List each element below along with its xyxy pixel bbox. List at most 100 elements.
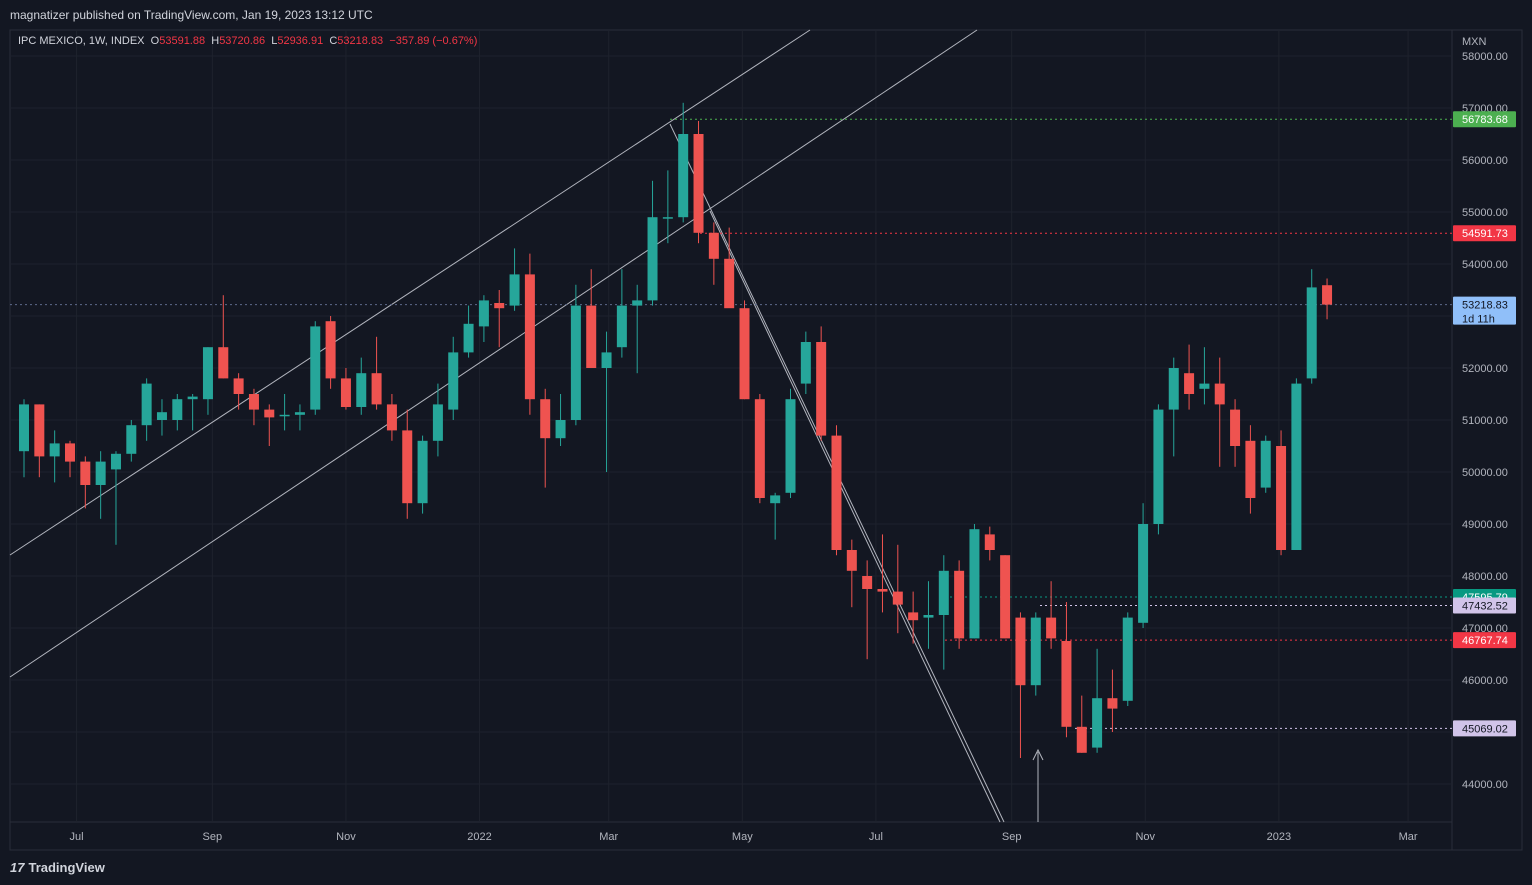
- time-axis[interactable]: Jul Sep Nov 2022 Mar May Jul Sep Nov 2023 Mar: [70, 831, 1418, 843]
- candle[interactable]: [969, 524, 980, 639]
- candle[interactable]: [1291, 378, 1302, 550]
- candle[interactable]: [156, 399, 167, 436]
- lower-channel-line[interactable]: [9, 29, 978, 678]
- candle[interactable]: [80, 456, 91, 509]
- candle[interactable]: [954, 560, 965, 649]
- candle[interactable]: [1122, 612, 1133, 706]
- candle-body: [1000, 555, 1011, 639]
- candle[interactable]: [816, 326, 827, 441]
- bar-countdown: 1d 11h: [1462, 314, 1495, 326]
- candle[interactable]: [647, 180, 658, 306]
- candle[interactable]: [1184, 344, 1195, 410]
- candle[interactable]: [1230, 399, 1241, 467]
- candle[interactable]: [310, 321, 321, 415]
- candle[interactable]: [95, 451, 106, 519]
- candle[interactable]: [1168, 357, 1179, 457]
- candle[interactable]: [1153, 404, 1164, 535]
- candle[interactable]: [754, 394, 765, 504]
- candle[interactable]: [524, 253, 535, 415]
- candle[interactable]: [632, 284, 643, 374]
- candle[interactable]: [141, 378, 152, 441]
- candle[interactable]: [386, 394, 397, 441]
- candle[interactable]: [356, 357, 367, 415]
- candle[interactable]: [831, 425, 842, 556]
- candle[interactable]: [218, 295, 229, 379]
- candle[interactable]: [1015, 612, 1026, 758]
- candle[interactable]: [463, 305, 474, 358]
- upper-channel-line[interactable]: [9, 29, 811, 556]
- candle[interactable]: [708, 222, 719, 285]
- candle[interactable]: [248, 388, 259, 426]
- candle[interactable]: [586, 269, 597, 368]
- candle[interactable]: [570, 284, 581, 426]
- downtrend-line-b[interactable]: [709, 210, 1001, 823]
- candle[interactable]: [34, 404, 45, 478]
- candle-body: [1276, 446, 1287, 550]
- tradingview-logo[interactable]: 17 TradingView: [10, 860, 105, 875]
- candle[interactable]: [846, 539, 857, 608]
- candle[interactable]: [800, 331, 811, 394]
- candle[interactable]: [19, 399, 29, 478]
- candle[interactable]: [1199, 347, 1210, 405]
- candle[interactable]: [693, 121, 704, 244]
- candle[interactable]: [1214, 357, 1225, 467]
- candle[interactable]: [1138, 503, 1149, 628]
- candle[interactable]: [540, 388, 551, 488]
- price-label-text: 54591.73: [1462, 228, 1508, 240]
- candle[interactable]: [1092, 648, 1103, 753]
- candle[interactable]: [785, 388, 796, 498]
- candle[interactable]: [202, 347, 213, 415]
- candle[interactable]: [908, 591, 919, 644]
- candle[interactable]: [1322, 278, 1333, 320]
- y-tick-label: 52000.00: [1462, 363, 1508, 375]
- candle[interactable]: [770, 492, 781, 540]
- candle[interactable]: [662, 170, 673, 244]
- candle[interactable]: [1076, 695, 1087, 753]
- candle[interactable]: [340, 368, 351, 410]
- candle[interactable]: [448, 336, 459, 420]
- candle[interactable]: [739, 300, 750, 400]
- candle[interactable]: [616, 269, 627, 358]
- candle[interactable]: [1306, 269, 1317, 384]
- candle[interactable]: [432, 383, 443, 457]
- candle[interactable]: [294, 404, 305, 431]
- candle[interactable]: [1046, 581, 1057, 649]
- candle[interactable]: [371, 336, 382, 410]
- candle[interactable]: [264, 404, 275, 446]
- candle[interactable]: [555, 394, 566, 446]
- candle[interactable]: [494, 290, 505, 348]
- price-axis[interactable]: MXN44000.0045000.0046000.0047000.0048000…: [1462, 36, 1508, 791]
- candle[interactable]: [1107, 669, 1118, 732]
- candle[interactable]: [110, 451, 121, 545]
- candle[interactable]: [478, 295, 489, 342]
- candle[interactable]: [187, 394, 198, 431]
- candle[interactable]: [325, 316, 336, 389]
- candle[interactable]: [1000, 555, 1011, 639]
- candle[interactable]: [126, 420, 137, 462]
- candle[interactable]: [984, 526, 995, 561]
- candle[interactable]: [49, 430, 60, 483]
- candle[interactable]: [678, 102, 689, 223]
- candle[interactable]: [64, 440, 75, 478]
- candle[interactable]: [862, 560, 873, 660]
- candle[interactable]: [1245, 425, 1256, 514]
- candle[interactable]: [877, 534, 888, 613]
- candle[interactable]: [1061, 602, 1072, 738]
- candle[interactable]: [938, 555, 949, 670]
- candle[interactable]: [233, 373, 244, 410]
- candle[interactable]: [724, 227, 735, 309]
- candle[interactable]: [601, 331, 612, 472]
- candle[interactable]: [1030, 612, 1041, 696]
- candle[interactable]: [509, 248, 520, 311]
- candle[interactable]: [923, 581, 934, 649]
- candle-body: [739, 308, 750, 400]
- candle[interactable]: [279, 394, 290, 431]
- candle[interactable]: [417, 435, 428, 514]
- candle[interactable]: [402, 409, 413, 519]
- candle[interactable]: [1276, 430, 1287, 556]
- candle[interactable]: [172, 394, 183, 431]
- candle[interactable]: [892, 544, 903, 634]
- symbol-name[interactable]: IPC MEXICO, 1W, INDEX: [18, 35, 145, 47]
- candle[interactable]: [1260, 435, 1271, 493]
